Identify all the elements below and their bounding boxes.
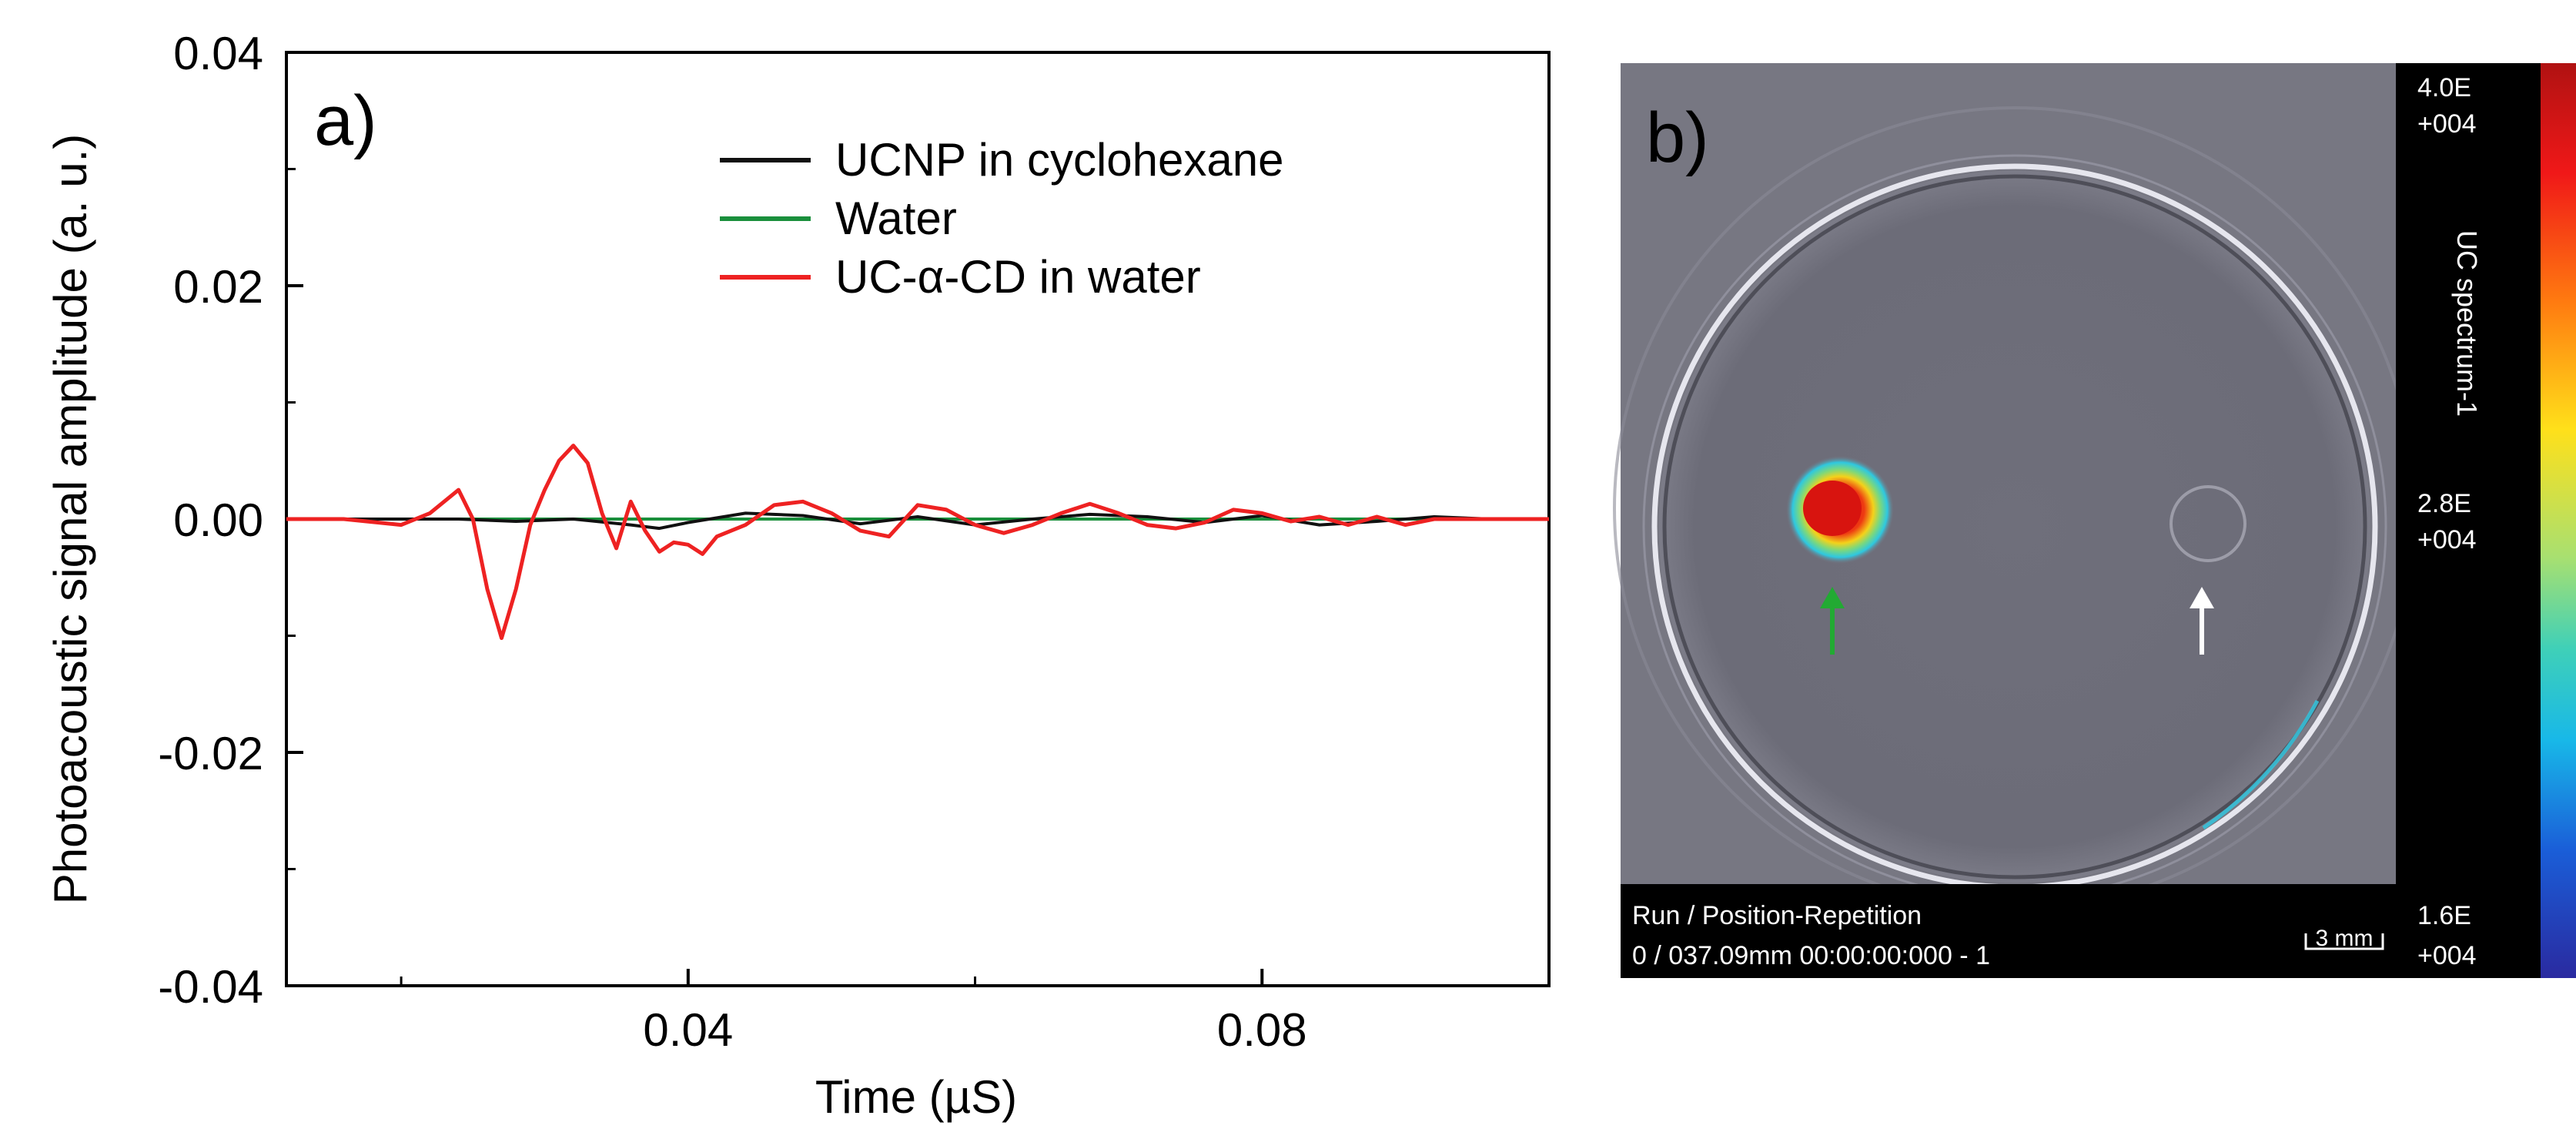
green-arrow-icon xyxy=(1820,587,1845,655)
info-line-2: 0 / 037.09mm 00:00:00:000 - 1 xyxy=(1632,941,1990,970)
dish xyxy=(1659,171,2370,883)
y-axis-label: Photoacoustic signal amplitude (a. u.) xyxy=(45,134,96,905)
colorbar-min-2: +004 xyxy=(2417,941,2477,970)
colorbar-panel xyxy=(2396,63,2541,978)
y-tick-label: 0.00 xyxy=(173,494,263,546)
colorbar-mid-1: 2.8E xyxy=(2417,489,2471,518)
series-line-ucnp-in-cyclohexane xyxy=(286,511,1549,531)
panel-a-label: a) xyxy=(314,82,377,160)
colorbar-mid-2: +004 xyxy=(2417,525,2477,554)
sample-well-water xyxy=(2170,485,2246,562)
panel-a: -0.04 -0.02 0.00 0.02 0.04 0.04 0.08 a) UCNP … xyxy=(45,28,1551,1123)
colorbar xyxy=(2541,63,2576,978)
sample-hotspot-core xyxy=(1803,481,1862,536)
info-bar xyxy=(1621,884,2396,978)
y-tick-label: 0.04 xyxy=(173,28,263,79)
legend: UCNP in cyclohexane Water UC-α-CD in water xyxy=(720,134,1284,303)
y-axis-tick-labels: -0.04 -0.02 0.00 0.02 0.04 xyxy=(158,28,263,1013)
x-tick-label: 0.04 xyxy=(643,1004,733,1056)
colorbar-title: UC spectrum-1 xyxy=(2451,230,2483,417)
scale-bar xyxy=(2304,933,2384,950)
colorbar-min-1: 1.6E xyxy=(2417,901,2471,930)
colorbar-max-2: +004 xyxy=(2417,109,2477,139)
y-tick-label: -0.02 xyxy=(158,728,263,779)
y-tick-label: 0.02 xyxy=(173,261,263,313)
x-axis-label: Time (µS) xyxy=(815,1071,1017,1123)
info-line-1: Run / Position-Repetition xyxy=(1632,901,1922,930)
series-group xyxy=(286,444,1549,640)
scale-bar-label: 3 mm xyxy=(2316,926,2374,951)
white-arrow-icon xyxy=(2190,587,2214,655)
x-axis-tick-labels: 0.04 0.08 xyxy=(643,1004,1306,1056)
colorbar-max-1: 4.0E xyxy=(2417,73,2471,102)
dish-rim-colored-edge xyxy=(2202,699,2320,830)
legend-label: Water xyxy=(835,193,957,244)
panel-b: Run / Position-Repetition 0 / 037.09mm 0… xyxy=(1613,63,2576,978)
panel-b-label: b) xyxy=(1646,99,1709,177)
x-tick-label: 0.08 xyxy=(1217,1004,1307,1056)
dish-rim-inner xyxy=(1662,174,2367,879)
y-tick-label: -0.04 xyxy=(158,961,263,1013)
series-line-uc-cd-in-water xyxy=(286,444,1549,640)
legend-label: UC-α-CD in water xyxy=(835,251,1201,303)
legend-label: UCNP in cyclohexane xyxy=(835,134,1284,186)
x-axis-ticks xyxy=(400,969,1264,986)
